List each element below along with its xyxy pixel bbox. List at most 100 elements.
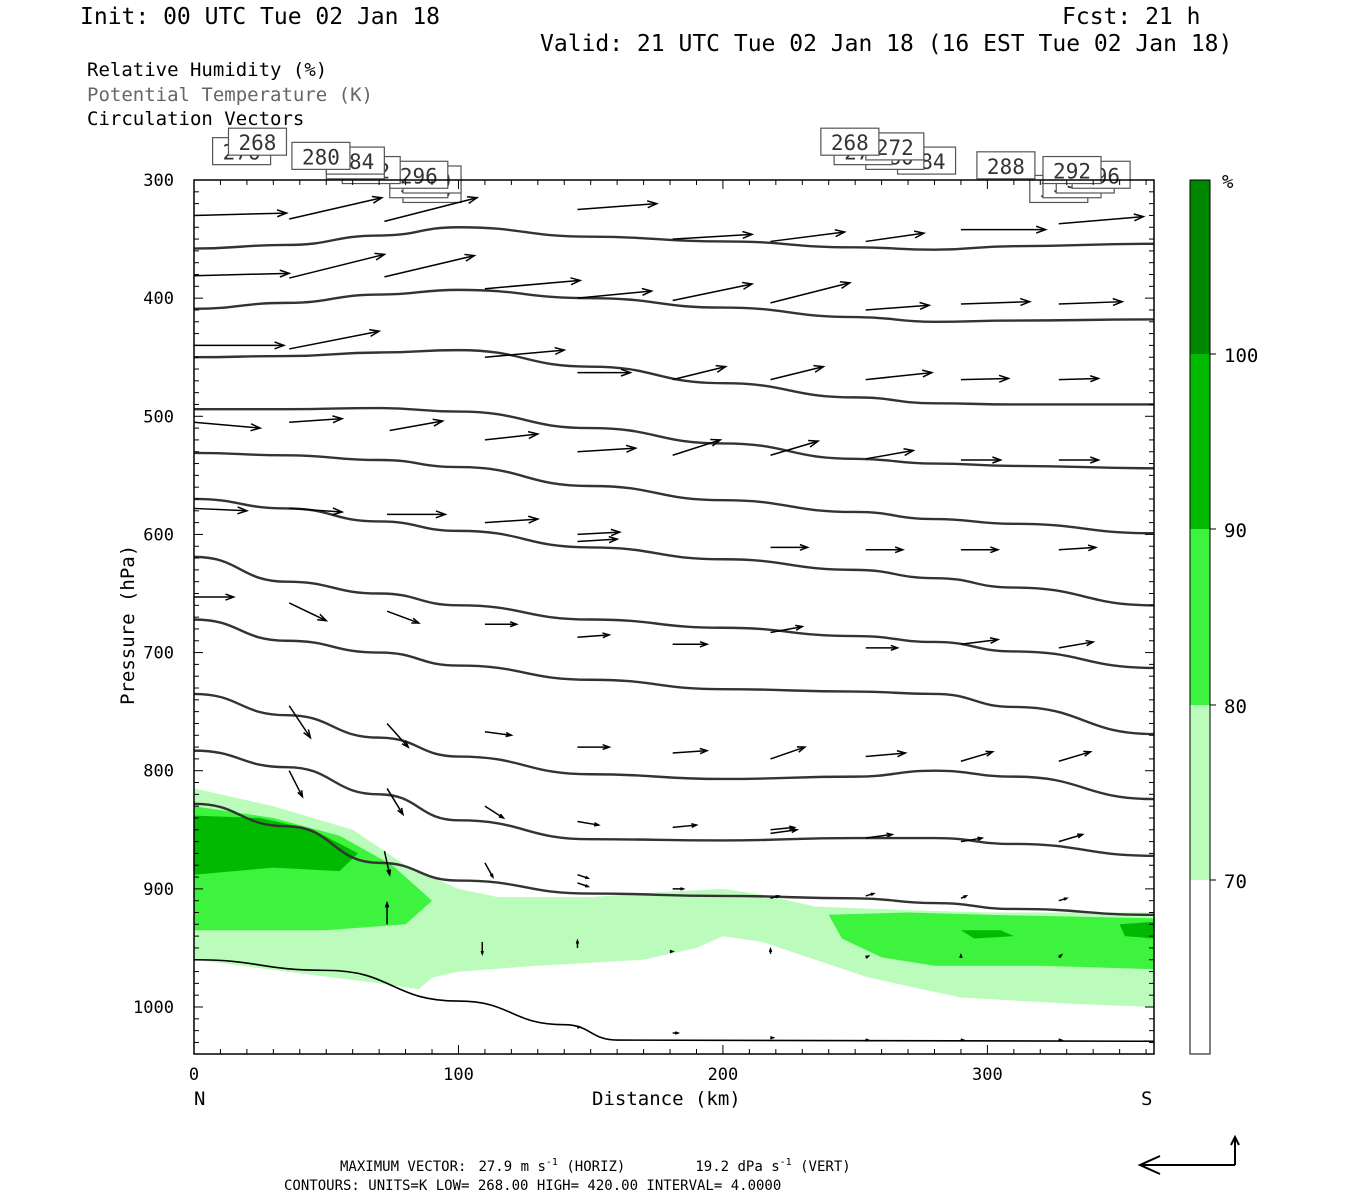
vector-shaft	[484, 805, 504, 819]
vector-shaft	[672, 283, 753, 302]
vector-shaft	[672, 233, 753, 240]
vector-shaft	[384, 196, 478, 223]
vector-arrow	[770, 281, 852, 304]
vector-shaft	[288, 602, 327, 622]
theta-contour-line	[194, 406, 1155, 470]
vector-head	[715, 364, 728, 373]
vector-arrow	[960, 637, 1001, 646]
vector-arrow	[960, 1038, 966, 1042]
vector-head	[699, 641, 710, 648]
theta-contour-line	[193, 451, 1155, 535]
vector-head	[384, 900, 390, 908]
vector-arrow	[770, 624, 805, 634]
vector-head	[625, 444, 638, 453]
vector-arrow	[672, 1031, 681, 1035]
vector-arrow	[387, 510, 448, 519]
vector-arrow	[577, 873, 591, 880]
vector-arrow	[577, 528, 622, 537]
vector-arrow	[770, 364, 826, 381]
vector-head	[1019, 297, 1032, 307]
vector-arrow	[768, 946, 773, 954]
vector-head	[870, 892, 876, 896]
y-tick-label: 400	[143, 289, 174, 309]
vector-head	[577, 1025, 583, 1029]
vector-shaft	[484, 349, 565, 358]
legend-rh: Relative Humidity (%)	[87, 59, 327, 81]
vector-arrow	[865, 644, 900, 651]
vector-shaft	[193, 507, 247, 512]
vector-shaft	[770, 746, 806, 760]
vector-head	[386, 869, 392, 877]
vector-arrow	[1058, 897, 1069, 902]
vector-arrow	[577, 200, 659, 211]
vector-head	[332, 415, 345, 424]
vector-head	[509, 621, 519, 628]
vector-head	[674, 1031, 681, 1035]
y-tick-label: 900	[143, 880, 174, 900]
vector-head	[768, 946, 773, 953]
vector-arrow	[577, 882, 591, 888]
vector-shaft	[770, 231, 845, 243]
vector-head	[332, 507, 345, 516]
rh-shading	[194, 788, 1154, 1007]
vector-head	[1090, 456, 1101, 464]
vector-head	[498, 813, 506, 820]
valid-text: Valid: 21 UTC Tue 02 Jan 18 (16 EST Tue …	[540, 31, 1232, 57]
vector-arrow	[669, 949, 675, 954]
vector-arrow	[484, 515, 540, 524]
vector-head	[274, 341, 287, 350]
vector-arrow	[484, 277, 583, 290]
colorbar-segment	[1190, 180, 1210, 354]
vector-shaft	[484, 518, 538, 524]
vector-head	[680, 887, 686, 891]
vector-shaft	[383, 850, 391, 875]
vector-shaft	[960, 300, 1030, 305]
vector-head	[489, 873, 494, 879]
x-axis-label: Distance (km)	[592, 1088, 741, 1110]
vector-head	[710, 438, 723, 447]
vector-head	[397, 807, 405, 817]
vector-head	[480, 950, 484, 957]
vector-head	[669, 949, 675, 954]
vector-head	[411, 617, 421, 624]
vector-shaft	[577, 634, 610, 638]
contour-label: 268	[227, 127, 288, 156]
vector-shaft	[288, 770, 304, 798]
vector-head	[585, 875, 591, 880]
vector-head	[699, 747, 710, 755]
vector-arrow	[1058, 833, 1085, 843]
vector-shaft	[865, 371, 932, 381]
theta-contour-line	[193, 958, 1155, 1043]
y-tick-label: 600	[143, 525, 174, 545]
vector-head	[896, 750, 908, 758]
vector-shaft	[288, 705, 311, 739]
vector-head	[990, 546, 1001, 554]
vector-head	[225, 593, 236, 601]
vector-head	[985, 750, 995, 757]
vector-arrow	[960, 225, 1048, 234]
vector-shaft	[484, 730, 512, 737]
theta-contour-line	[193, 497, 1155, 607]
vector-head	[1058, 953, 1064, 959]
vector-head	[527, 515, 540, 524]
vector-shaft	[960, 377, 1009, 381]
vector-arrow	[865, 832, 895, 839]
vector-arrow	[770, 229, 847, 243]
vector-shaft	[770, 625, 803, 634]
vector-arrow	[960, 374, 1011, 383]
vector-arrow	[577, 1025, 583, 1029]
rh-region	[1119, 921, 1154, 939]
vector-shaft	[1058, 546, 1096, 551]
vector-arrow	[672, 438, 723, 456]
vector-shaft	[960, 751, 993, 762]
vector-arrow	[384, 253, 477, 278]
vector-head	[570, 277, 583, 286]
vector-head	[369, 328, 382, 338]
vector-head	[977, 836, 985, 842]
vector-head	[279, 269, 292, 278]
vector-head	[593, 822, 601, 827]
colorbar-segment	[1190, 354, 1210, 529]
vector-head	[989, 637, 1001, 645]
colorbar-label: 100	[1224, 345, 1258, 367]
